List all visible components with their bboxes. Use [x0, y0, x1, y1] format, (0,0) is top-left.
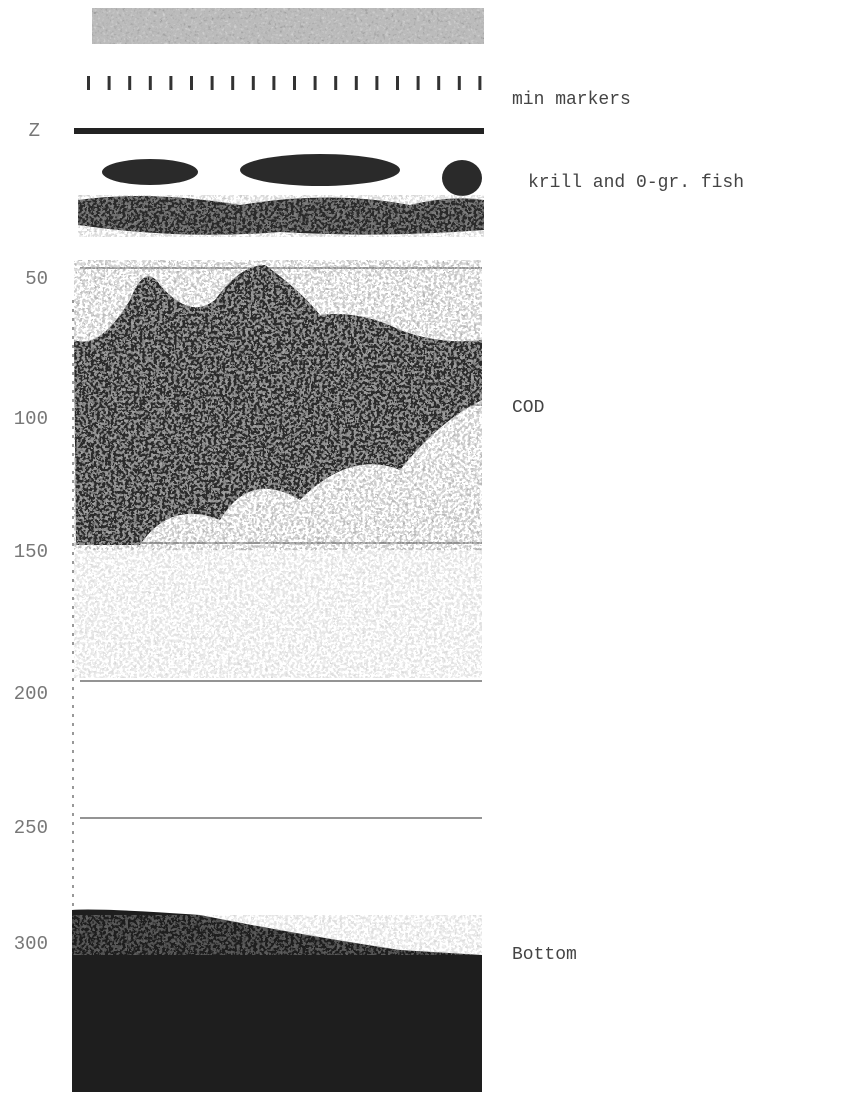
minute-marker [231, 76, 234, 90]
depth-tick-label: 50 [25, 268, 48, 290]
page: Z 50 100 150 200 250 300 min markers kri… [0, 0, 853, 1097]
minute-marker [87, 76, 90, 90]
minute-marker [396, 76, 399, 90]
minute-marker [355, 76, 358, 90]
minute-marker [272, 76, 275, 90]
surface-line [74, 128, 484, 134]
depth-tick-label: 100 [14, 408, 48, 430]
minute-marker [128, 76, 131, 90]
annotation: min markers [512, 90, 631, 110]
minute-marker [375, 76, 378, 90]
minute-marker [149, 76, 152, 90]
depth-axis-label: Z [29, 120, 40, 142]
cod-school [74, 260, 482, 550]
minute-marker [211, 76, 214, 90]
minute-marker [437, 76, 440, 90]
depth-tick-label: 150 [14, 541, 48, 563]
bottom-echo-grain [72, 915, 482, 955]
depth-tick-label: 250 [14, 817, 48, 839]
surface-noise-grain [92, 8, 484, 44]
minute-marker [417, 76, 420, 90]
minute-marker [252, 76, 255, 90]
annotation: Bottom [512, 945, 577, 965]
minute-marker [478, 76, 481, 90]
minute-marker [169, 76, 172, 90]
minute-marker [314, 76, 317, 90]
minute-marker [334, 76, 337, 90]
echogram-figure: Z 50 100 150 200 250 300 min markers kri… [0, 0, 853, 1097]
minute-marker [293, 76, 296, 90]
minute-markers [87, 76, 481, 90]
minute-marker [458, 76, 461, 90]
minute-marker [190, 76, 193, 90]
scattered-fish [74, 548, 482, 678]
depth-tick-label: 200 [14, 683, 48, 705]
depth-tick-label: 300 [14, 933, 48, 955]
annotation: COD [512, 398, 544, 418]
krill-grain [78, 195, 484, 237]
minute-marker [108, 76, 111, 90]
annotation: krill and 0-gr. fish [528, 173, 744, 193]
